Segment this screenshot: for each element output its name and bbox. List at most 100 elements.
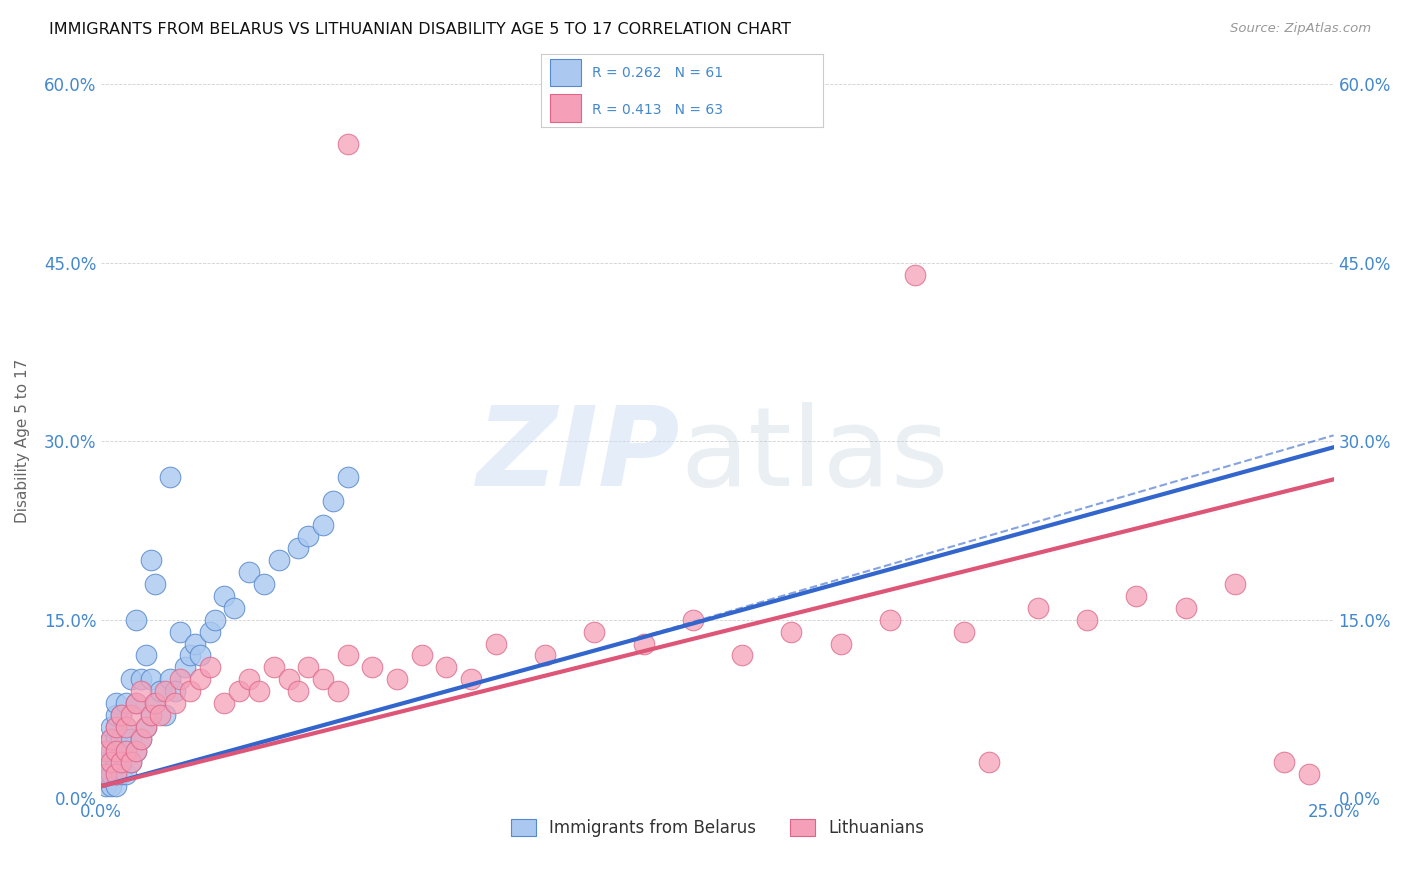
Point	[1026, 600, 1049, 615]
Point	[105, 743, 128, 757]
Point	[312, 672, 335, 686]
Point	[110, 767, 132, 781]
Point	[139, 672, 162, 686]
Point	[105, 707, 128, 722]
Text: ZIP: ZIP	[477, 402, 681, 509]
Point	[129, 684, 152, 698]
Point	[411, 648, 433, 663]
Point	[100, 756, 122, 770]
Point	[110, 756, 132, 770]
Point	[145, 577, 167, 591]
Legend: Immigrants from Belarus, Lithuanians: Immigrants from Belarus, Lithuanians	[505, 812, 931, 843]
Point	[198, 660, 221, 674]
Point	[326, 684, 349, 698]
Point	[904, 268, 927, 282]
FancyBboxPatch shape	[550, 59, 581, 87]
Point	[179, 684, 201, 698]
Point	[149, 707, 172, 722]
Point	[214, 589, 236, 603]
Point	[159, 470, 181, 484]
Point	[96, 779, 118, 793]
Point	[125, 696, 148, 710]
Text: atlas: atlas	[681, 402, 949, 509]
Point	[129, 672, 152, 686]
Point	[120, 756, 142, 770]
Point	[534, 648, 557, 663]
Text: Source: ZipAtlas.com: Source: ZipAtlas.com	[1230, 22, 1371, 36]
Point	[1174, 600, 1197, 615]
Point	[228, 684, 250, 698]
Point	[115, 743, 138, 757]
Point	[336, 136, 359, 151]
Point	[149, 684, 172, 698]
Point	[238, 565, 260, 579]
Point	[120, 731, 142, 746]
Point	[165, 684, 187, 698]
Point	[484, 636, 506, 650]
Point	[96, 756, 118, 770]
Point	[115, 720, 138, 734]
Point	[1076, 613, 1098, 627]
Point	[174, 660, 197, 674]
Point	[238, 672, 260, 686]
Point	[125, 696, 148, 710]
Point	[879, 613, 901, 627]
Point	[169, 672, 191, 686]
Point	[287, 541, 309, 556]
Point	[953, 624, 976, 639]
Point	[165, 696, 187, 710]
Point	[105, 720, 128, 734]
Point	[105, 720, 128, 734]
Point	[105, 743, 128, 757]
Point	[682, 613, 704, 627]
Point	[1223, 577, 1246, 591]
Point	[145, 696, 167, 710]
Point	[336, 648, 359, 663]
Point	[731, 648, 754, 663]
Point	[155, 684, 177, 698]
Point	[633, 636, 655, 650]
Point	[322, 493, 344, 508]
Point	[105, 696, 128, 710]
FancyBboxPatch shape	[550, 95, 581, 122]
Point	[188, 648, 211, 663]
Point	[100, 720, 122, 734]
Point	[115, 696, 138, 710]
Point	[977, 756, 1000, 770]
Point	[188, 672, 211, 686]
Point	[110, 731, 132, 746]
Point	[297, 529, 319, 543]
Point	[583, 624, 606, 639]
Point	[139, 553, 162, 567]
Point	[287, 684, 309, 698]
Point	[214, 696, 236, 710]
Point	[100, 731, 122, 746]
Point	[336, 470, 359, 484]
Point	[120, 756, 142, 770]
Point	[297, 660, 319, 674]
Point	[780, 624, 803, 639]
Point	[159, 672, 181, 686]
Point	[830, 636, 852, 650]
Point	[1298, 767, 1320, 781]
Point	[267, 553, 290, 567]
Point	[96, 767, 118, 781]
Point	[96, 743, 118, 757]
Point	[105, 779, 128, 793]
Point	[184, 636, 207, 650]
Point	[385, 672, 408, 686]
Point	[129, 731, 152, 746]
Point	[100, 743, 122, 757]
Text: R = 0.262   N = 61: R = 0.262 N = 61	[592, 66, 723, 80]
Point	[224, 600, 246, 615]
Point	[105, 767, 128, 781]
Text: R = 0.413   N = 63: R = 0.413 N = 63	[592, 103, 723, 117]
Point	[179, 648, 201, 663]
Point	[129, 731, 152, 746]
Point	[263, 660, 285, 674]
Point	[100, 756, 122, 770]
Point	[115, 720, 138, 734]
Point	[115, 767, 138, 781]
Point	[135, 648, 157, 663]
Point	[312, 517, 335, 532]
